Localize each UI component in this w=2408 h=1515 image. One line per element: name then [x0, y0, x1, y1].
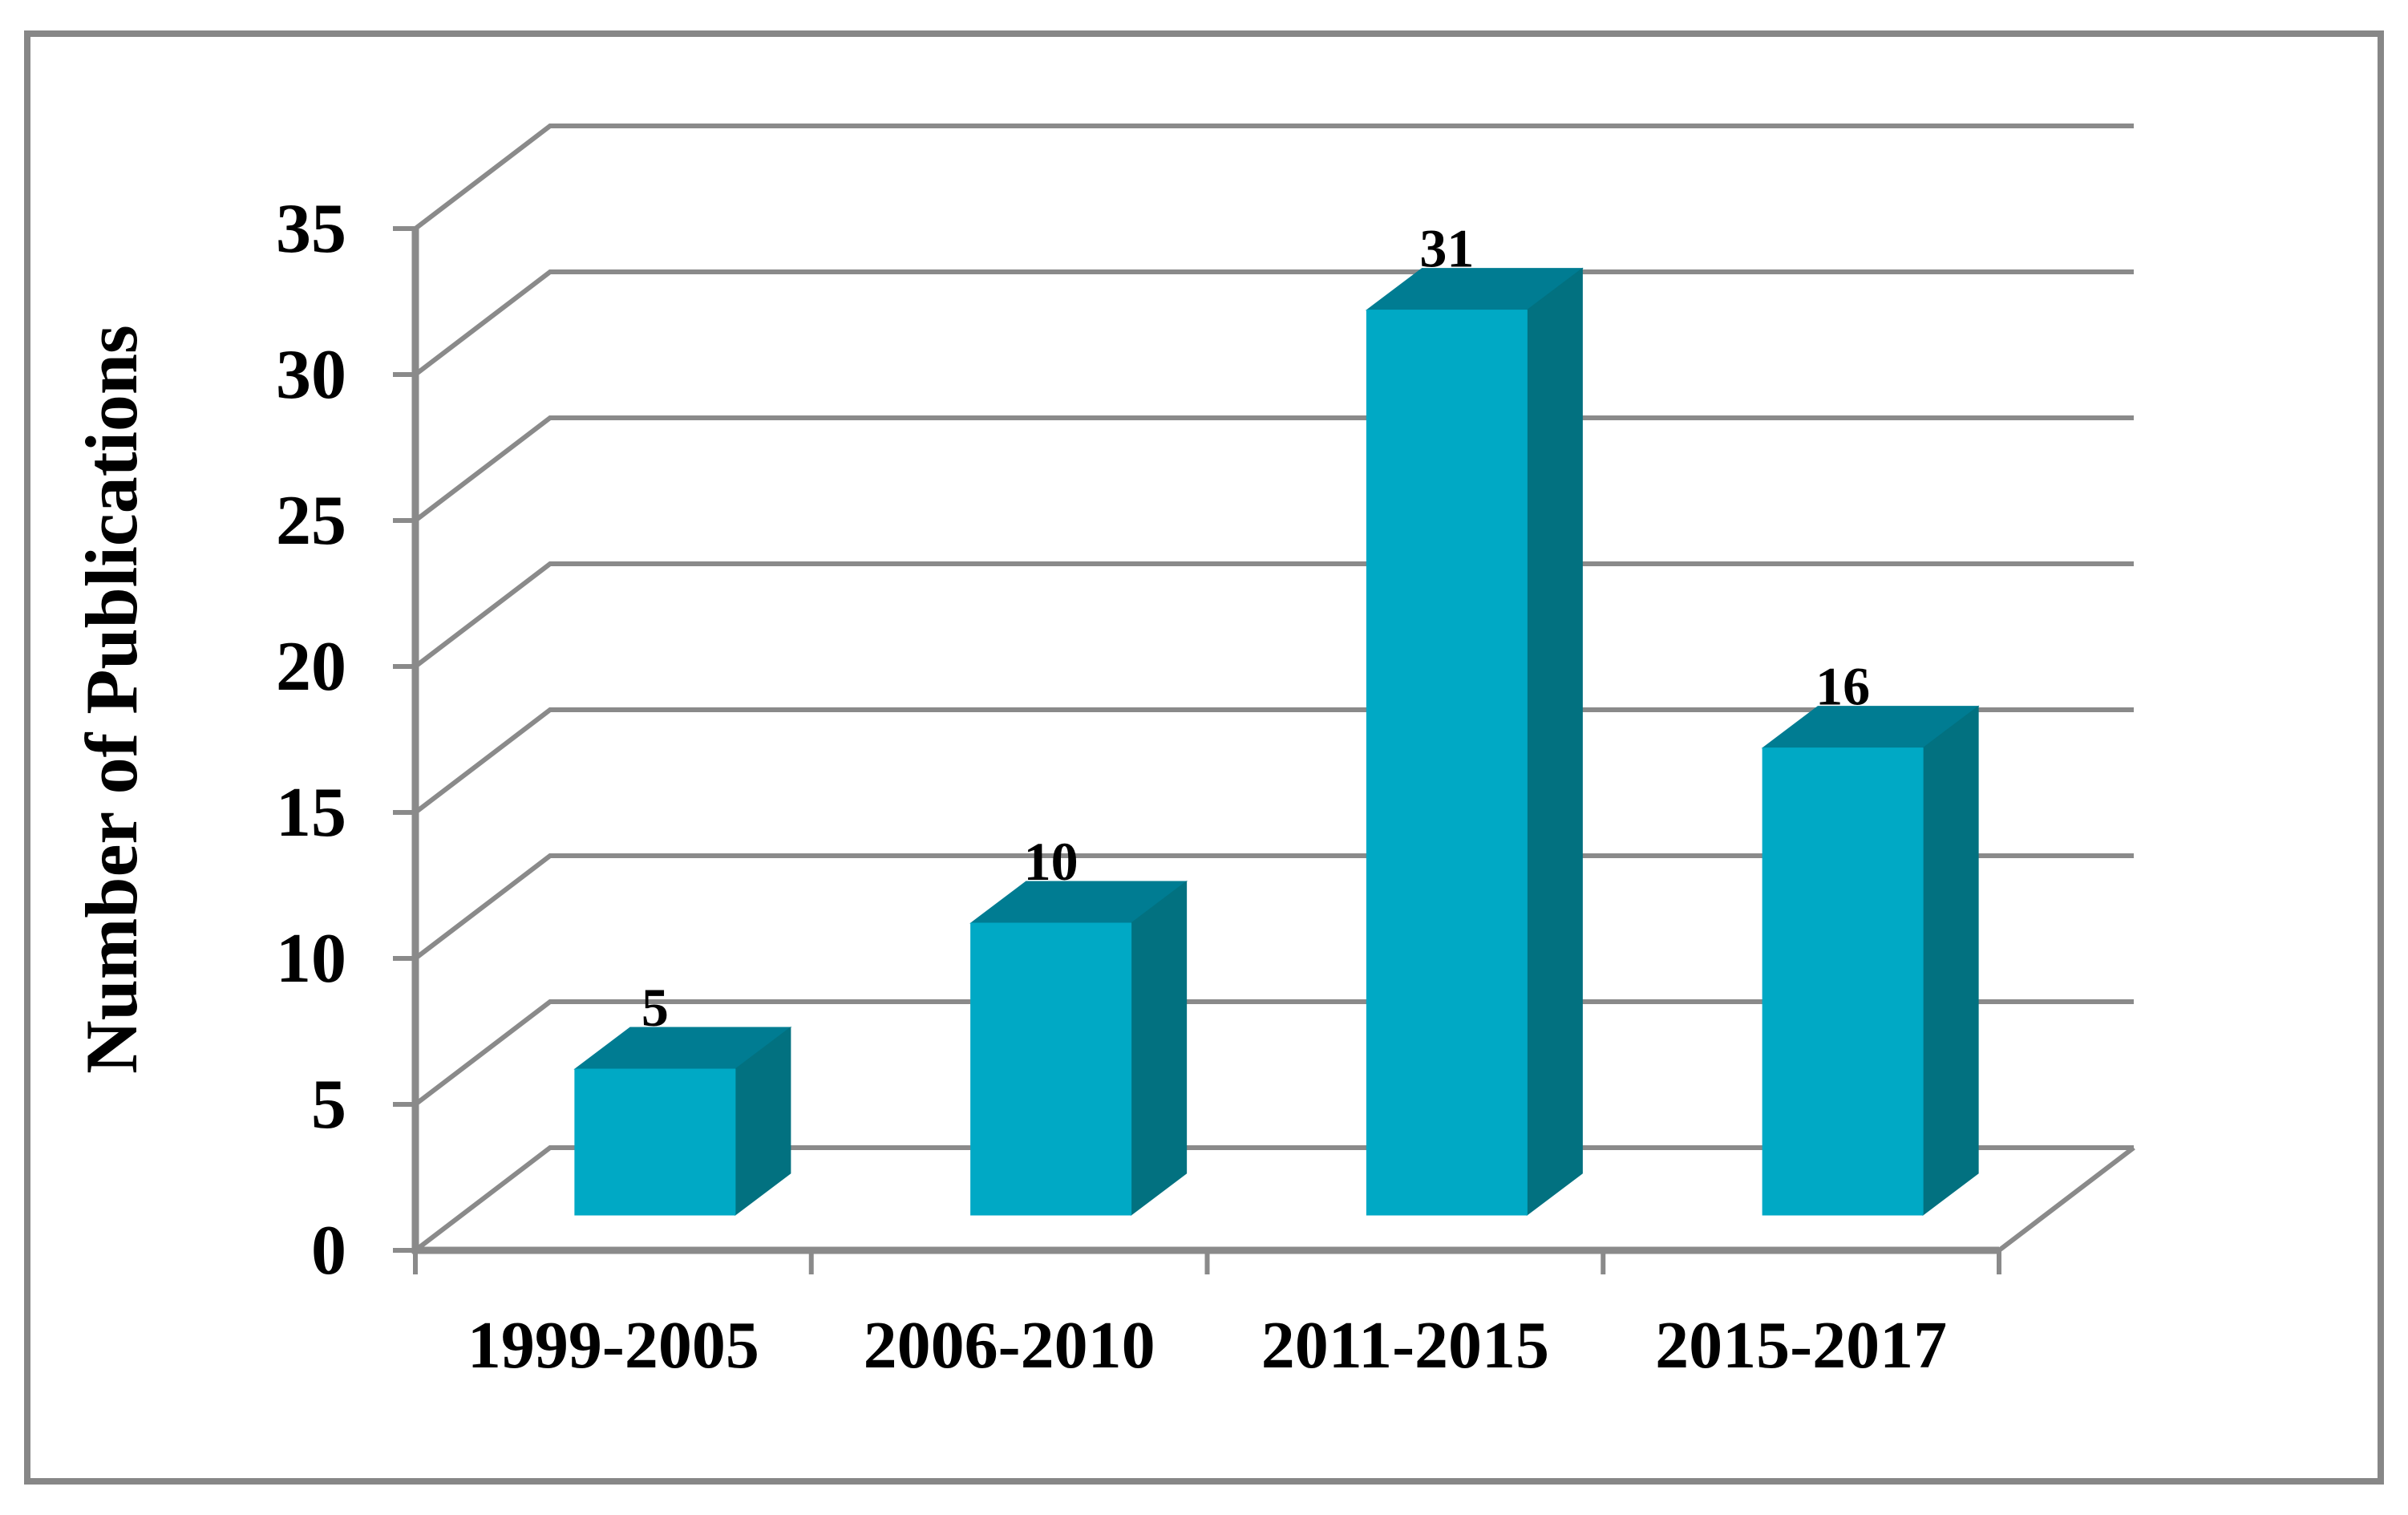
y-tick-label: 10: [276, 920, 346, 998]
gridline: [414, 415, 2134, 523]
gridline: [414, 269, 2134, 377]
gridline: [414, 853, 2134, 961]
bar-side-face: [1526, 267, 1583, 1217]
floor-back-edge: [414, 1145, 2134, 1253]
category-label: 2006-2010: [864, 1308, 1155, 1383]
gridline: [414, 561, 2134, 669]
y-axis-title: Number of Publications: [71, 325, 152, 1074]
category-label: 2015-2017: [1655, 1308, 1947, 1383]
figure-border: [24, 30, 2384, 1485]
category-label: 2011-2015: [1261, 1308, 1549, 1383]
bar-front-face: [1762, 747, 1924, 1216]
y-tick-label: 25: [276, 482, 346, 560]
bar-value-label: 5: [641, 977, 669, 1038]
bar-side-face: [1922, 705, 1979, 1217]
y-tick-label: 20: [276, 628, 346, 706]
bar-value-label: 31: [1419, 218, 1474, 279]
bar-front-face: [970, 922, 1132, 1216]
y-tick-label: 0: [311, 1212, 346, 1290]
y-tick-label: 15: [276, 774, 346, 852]
y-tick-label: 5: [311, 1066, 346, 1144]
bar: [1365, 267, 1584, 1217]
bar: [573, 1026, 792, 1217]
bar-front-face: [574, 1068, 736, 1216]
bar: [1761, 705, 1980, 1217]
bar: [969, 880, 1188, 1217]
bar-side-face: [1131, 880, 1188, 1217]
category-label: 1999-2005: [467, 1308, 759, 1383]
y-tick-label: 35: [276, 190, 346, 268]
gridline: [414, 124, 2134, 231]
bar-front-face: [1366, 310, 1528, 1216]
y-tick-label: 30: [276, 336, 346, 414]
bar-value-label: 16: [1815, 656, 1870, 717]
bar-value-label: 10: [1024, 831, 1079, 892]
gridline: [414, 707, 2134, 815]
floor-right-edge: [1997, 1145, 2135, 1253]
gridline: [414, 999, 2134, 1107]
